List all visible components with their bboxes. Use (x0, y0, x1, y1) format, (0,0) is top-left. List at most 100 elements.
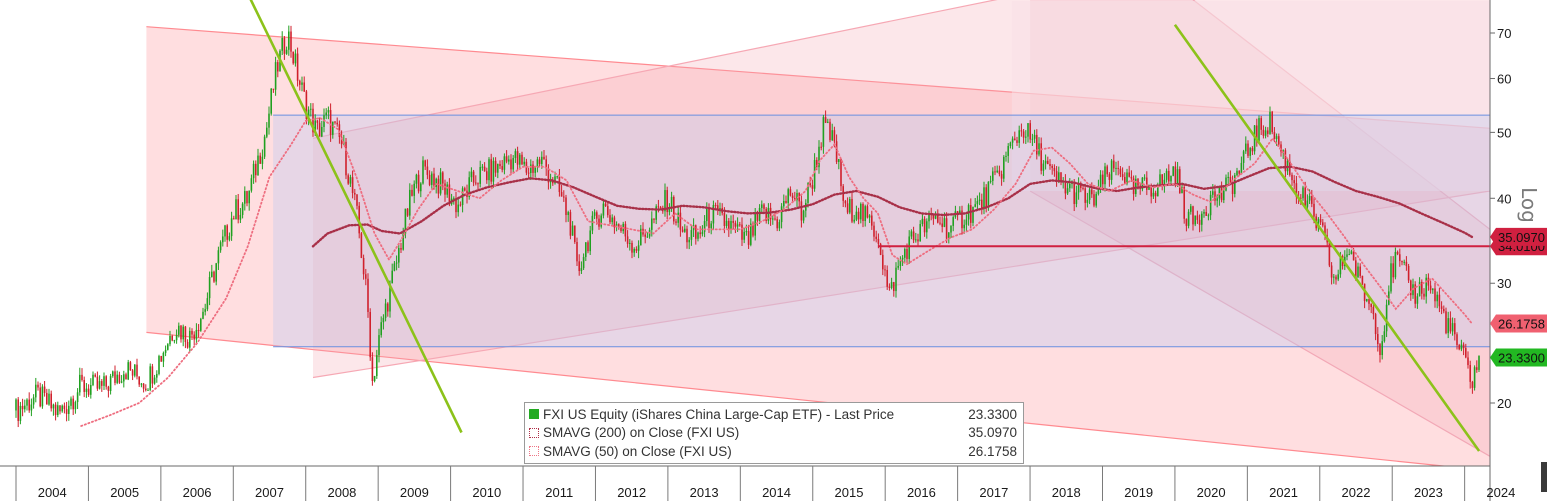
candle-body (631, 242, 633, 253)
candle-body (1427, 277, 1430, 286)
chart-legend: FXI US Equity (iShares China Large-Cap E… (524, 402, 1024, 464)
candle-body (1368, 299, 1370, 304)
candle-body (1423, 293, 1425, 297)
shaded-area (1011, 1, 1490, 191)
candle-body (299, 80, 301, 85)
candle-body (767, 207, 770, 221)
candle-body (105, 376, 107, 387)
candle-body (1137, 178, 1139, 186)
candle-body (1429, 285, 1432, 291)
candle-body (167, 344, 169, 350)
candle-body (778, 222, 781, 229)
candle-body (270, 88, 272, 114)
candle-body (85, 388, 88, 392)
candle-body (477, 183, 479, 185)
candle-body (356, 194, 358, 206)
candle-body (486, 171, 488, 181)
candle-body (981, 199, 983, 209)
candle-body (816, 160, 818, 168)
candle-body (219, 242, 222, 251)
candle-body (633, 249, 635, 253)
candle-body (1280, 144, 1282, 152)
candle-body (1476, 367, 1478, 370)
x-tick-label: 2005 (110, 485, 139, 500)
candle-body (831, 130, 833, 141)
candle-body (116, 374, 118, 383)
candle-body (516, 151, 519, 165)
legend-label: FXI US Equity (iShares China Large-Cap E… (543, 406, 895, 422)
candle-body (1275, 136, 1278, 140)
candle-body (1163, 179, 1166, 186)
candle-body (1304, 187, 1306, 207)
candle-body (57, 405, 59, 416)
candle-body (186, 342, 189, 348)
candle-body (783, 200, 785, 207)
candle-body (673, 196, 675, 222)
candle-body (1121, 174, 1124, 177)
candle-body (508, 159, 510, 162)
candle-body (1108, 174, 1111, 180)
candle-body (1113, 160, 1115, 169)
candle-body (1425, 277, 1427, 297)
candle-body (398, 248, 400, 263)
scrollbar-edge (1541, 462, 1547, 492)
candle-body (928, 213, 930, 222)
candle-body (303, 82, 305, 92)
candle-body (446, 184, 448, 195)
candle-body (926, 221, 928, 233)
candle-body (1267, 130, 1269, 134)
candle-body (52, 404, 55, 409)
candle-body (1335, 276, 1337, 280)
candle-body (1018, 130, 1020, 143)
candle-body (35, 384, 37, 398)
candle-body (272, 88, 275, 90)
price-tag-label: 23.3300 (1498, 351, 1545, 366)
candle-body (714, 204, 717, 206)
candle-body (750, 223, 752, 245)
candle-body (1467, 357, 1469, 366)
candle-body (978, 199, 981, 202)
candle-body (972, 206, 974, 223)
candle-body (395, 262, 398, 264)
candle-body (505, 156, 508, 162)
candle-body (1273, 132, 1276, 140)
candle-body (543, 156, 545, 160)
candle-body (1187, 211, 1190, 226)
candle-body (65, 409, 68, 414)
candle-body (934, 213, 937, 219)
candle-body (24, 405, 26, 410)
candle-body (646, 236, 649, 238)
candle-body (849, 198, 851, 213)
candle-body (820, 146, 822, 148)
candle-body (215, 263, 217, 282)
candle-body (1293, 180, 1295, 184)
candle-body (1025, 136, 1027, 138)
candle-body (961, 210, 963, 229)
candle-body (558, 176, 561, 193)
candle-body (624, 223, 627, 237)
candle-body (1051, 165, 1053, 168)
series-layer (15, 25, 1480, 428)
candle-body (939, 222, 941, 224)
candle-body (472, 171, 475, 183)
candle-body (747, 231, 750, 245)
candle-body (1236, 170, 1238, 176)
y-tick-label: 40 (1497, 191, 1511, 206)
candle-body (43, 386, 46, 393)
candle-body (266, 127, 268, 137)
candle-body (1454, 323, 1456, 335)
candle-body (987, 181, 990, 208)
candle-body (1179, 169, 1181, 194)
candle-body (415, 174, 418, 184)
candle-body (904, 249, 906, 258)
candle-body (417, 174, 420, 192)
candle-body (571, 225, 574, 236)
candle-body (893, 282, 895, 292)
candle-body (1361, 275, 1364, 284)
candle-body (180, 325, 182, 340)
candle-body (541, 156, 543, 164)
candle-body (1407, 265, 1410, 281)
candle-body (554, 176, 556, 184)
candle-body (1238, 170, 1240, 174)
candle-body (1440, 306, 1443, 309)
